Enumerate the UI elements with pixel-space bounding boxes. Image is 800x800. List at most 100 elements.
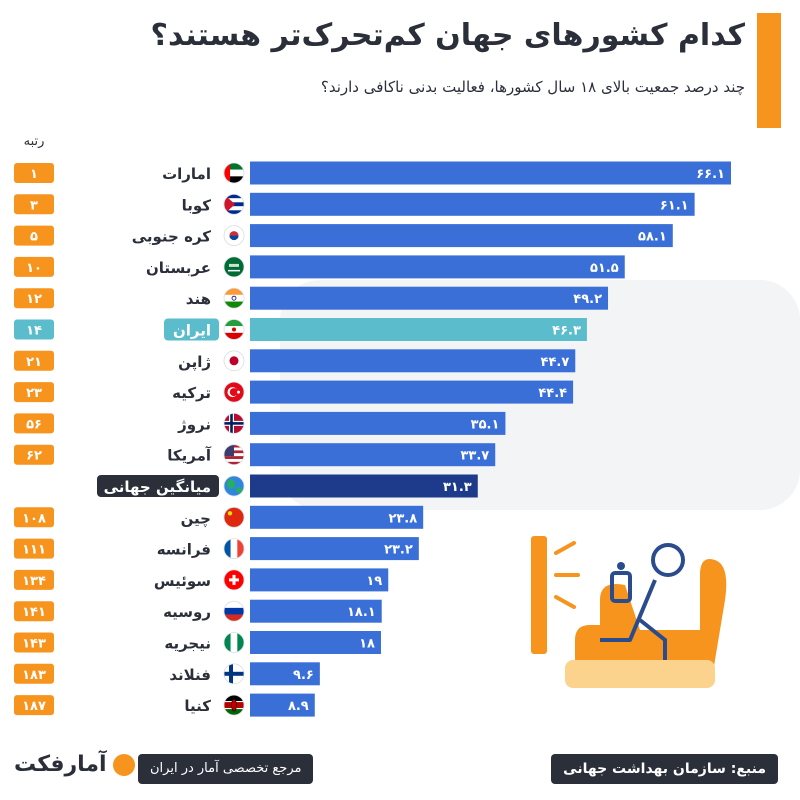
rank-column-header: رتبه <box>23 134 45 149</box>
value-label: ۴۴.۷ <box>541 355 570 370</box>
bar-row: ۱۱۱ فرانسه ۲۳.۲ <box>14 537 419 561</box>
rank-label: ۱۱۱ <box>22 543 46 558</box>
rank-badge <box>14 194 54 215</box>
bar <box>250 474 478 498</box>
rank-label: ۱۲ <box>26 292 42 307</box>
value-label: ۹.۶ <box>293 668 314 683</box>
bar-row: ۶۲ آمریکا ۳۳.۷ <box>14 443 496 467</box>
value-label: ۱۹ <box>366 574 382 589</box>
category-label: نیجریه <box>164 635 211 653</box>
sedentary-person-illustration <box>531 536 727 688</box>
france-flag <box>223 538 245 559</box>
bar <box>250 599 382 623</box>
bar-row: ۲۳ ترکیه ۴۴.۴ <box>14 380 574 404</box>
value-label: ۴۴.۴ <box>538 386 567 401</box>
logo-icon <box>112 753 135 776</box>
rank-label: ۲۳ <box>26 386 42 401</box>
category-label: آمریکا <box>167 447 212 465</box>
bar <box>250 224 673 248</box>
value-label: ۳۱.۳ <box>443 480 472 495</box>
bar <box>250 192 695 216</box>
source-badge: منبع: سازمان بهداشت جهانی <box>551 754 778 784</box>
category-label: ایران <box>173 322 211 340</box>
value-label: ۵۸.۱ <box>638 230 667 245</box>
category-label: فنلاند <box>169 666 211 684</box>
bar <box>250 161 731 185</box>
finland-flag <box>223 663 245 685</box>
norway-flag <box>223 412 245 434</box>
rank-label: ۱۴ <box>26 324 42 339</box>
rank-badge <box>14 256 54 277</box>
bar <box>250 505 424 529</box>
category-label: چین <box>181 509 211 528</box>
cuba-flag <box>223 193 245 215</box>
switzerland-flag <box>223 569 245 591</box>
uae-flag <box>223 162 245 184</box>
south-korea-flag <box>223 225 245 247</box>
rank-badge <box>14 382 54 403</box>
value-label: ۸.۹ <box>288 699 309 714</box>
world-average-pill <box>97 475 219 497</box>
rank-badge <box>14 163 54 183</box>
rank-badge <box>14 695 54 716</box>
rank-badge <box>14 413 54 434</box>
rank-label: ۱۴۱ <box>22 605 46 620</box>
rank-label: ۱۸۳ <box>22 668 46 683</box>
value-label: ۳۳.۷ <box>460 449 489 464</box>
rank-label: ۱ <box>30 167 38 182</box>
iran-flag <box>223 319 245 340</box>
category-label: فرانسه <box>157 541 211 559</box>
tagline-badge: مرجع تخصصی آمار در ایران <box>138 754 314 784</box>
page-subtitle: چند درصد جمعیت بالای ۱۸ سال کشورها، فعال… <box>320 78 745 96</box>
bar-row: ۱۸۳ فنلاند ۹.۶ <box>14 662 320 686</box>
russia-flag <box>223 600 245 622</box>
bar <box>250 662 320 686</box>
bar <box>250 568 389 592</box>
rank-label: ۵ <box>30 230 38 245</box>
value-label: ۲۳.۲ <box>384 543 413 558</box>
bar <box>250 349 576 373</box>
bar <box>250 443 496 467</box>
rank-badge <box>14 663 54 684</box>
bar-row: ۱۴ ایران ۴۶.۳ <box>14 318 587 341</box>
category-label: نروژ <box>177 415 211 433</box>
japan-flag <box>223 350 245 372</box>
bar-row: ۱۸۷ کنیا ۸.۹ <box>14 693 315 717</box>
rank-label: ۱۰۸ <box>22 511 46 526</box>
bar <box>250 631 381 654</box>
rank-label: ۲۱ <box>26 355 42 370</box>
rank-badge <box>14 350 54 371</box>
bar-row: ۱۲ هند ۴۹.۲ <box>14 286 609 310</box>
page-title: کدام کشورهای جهان کم‌تحرک‌تر هستند؟ <box>150 18 745 53</box>
title-accent-bar <box>757 13 781 128</box>
rank-label: ۱۸۷ <box>22 699 46 714</box>
india-flag <box>223 287 245 309</box>
value-label: ۳۵.۱ <box>471 417 500 432</box>
category-label: هند <box>186 290 211 308</box>
value-label: ۱۸.۱ <box>347 605 376 620</box>
iran-label-pill <box>164 318 219 341</box>
china-flag <box>223 506 245 528</box>
value-label: ۲۳.۸ <box>388 511 417 526</box>
bar <box>250 286 609 310</box>
bar-row: ۳ کوبا ۶۱.۱ <box>14 192 695 216</box>
bar <box>250 318 587 341</box>
rank-badge <box>14 632 54 653</box>
value-label: ۴۶.۳ <box>552 324 581 339</box>
category-label: امارات <box>162 165 211 183</box>
saudi-flag <box>223 256 245 278</box>
bar-row: ۵ کره جنوبی ۵۸.۱ <box>14 224 673 248</box>
rank-badge <box>14 538 54 559</box>
value-label: ۶۱.۱ <box>660 198 689 213</box>
bar-row: میانگین جهانی ۳۱.۳ <box>97 474 478 498</box>
value-label: ۱۸ <box>359 637 375 652</box>
rank-label: ۱۳۴ <box>22 574 46 589</box>
rank-label: ۵۶ <box>26 417 42 432</box>
category-label: کوبا <box>182 196 212 214</box>
bar-row: ۱ امارات ۶۶.۱ <box>14 161 731 185</box>
category-label: عربستان <box>146 259 211 277</box>
logo-wordmark: آمارفکت <box>14 752 107 777</box>
rank-label: ۱۴۳ <box>22 637 46 652</box>
bar <box>250 255 625 279</box>
value-label: ۴۹.۲ <box>573 292 602 307</box>
